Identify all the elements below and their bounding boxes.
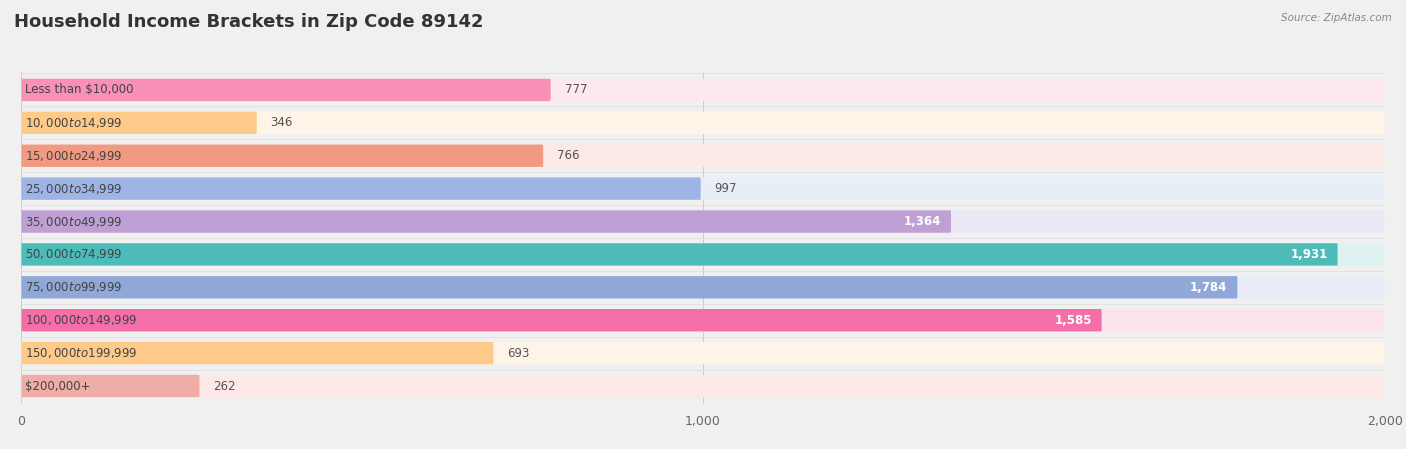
Text: Household Income Brackets in Zip Code 89142: Household Income Brackets in Zip Code 89… bbox=[14, 13, 484, 31]
Text: $35,000 to $49,999: $35,000 to $49,999 bbox=[25, 215, 122, 229]
FancyBboxPatch shape bbox=[21, 177, 700, 200]
Text: 766: 766 bbox=[557, 149, 579, 162]
FancyBboxPatch shape bbox=[21, 375, 200, 397]
Text: Less than $10,000: Less than $10,000 bbox=[25, 84, 134, 97]
Text: $50,000 to $74,999: $50,000 to $74,999 bbox=[25, 247, 122, 261]
Text: 777: 777 bbox=[565, 84, 588, 97]
FancyBboxPatch shape bbox=[21, 276, 1237, 299]
Text: 1,931: 1,931 bbox=[1291, 248, 1327, 261]
Text: $25,000 to $34,999: $25,000 to $34,999 bbox=[25, 182, 122, 196]
Text: $10,000 to $14,999: $10,000 to $14,999 bbox=[25, 116, 122, 130]
FancyBboxPatch shape bbox=[21, 210, 950, 233]
FancyBboxPatch shape bbox=[21, 79, 1385, 101]
Text: 1,784: 1,784 bbox=[1189, 281, 1227, 294]
Text: $200,000+: $200,000+ bbox=[25, 379, 90, 392]
Text: 693: 693 bbox=[508, 347, 530, 360]
FancyBboxPatch shape bbox=[21, 177, 1385, 200]
FancyBboxPatch shape bbox=[21, 79, 551, 101]
Text: $150,000 to $199,999: $150,000 to $199,999 bbox=[25, 346, 138, 360]
Text: 997: 997 bbox=[714, 182, 737, 195]
FancyBboxPatch shape bbox=[21, 243, 1385, 266]
FancyBboxPatch shape bbox=[21, 112, 257, 134]
FancyBboxPatch shape bbox=[21, 276, 1385, 299]
FancyBboxPatch shape bbox=[21, 342, 1385, 364]
Text: 262: 262 bbox=[214, 379, 236, 392]
Text: $15,000 to $24,999: $15,000 to $24,999 bbox=[25, 149, 122, 163]
FancyBboxPatch shape bbox=[21, 309, 1102, 331]
FancyBboxPatch shape bbox=[21, 342, 494, 364]
FancyBboxPatch shape bbox=[21, 375, 1385, 397]
Text: 346: 346 bbox=[271, 116, 292, 129]
Text: 1,364: 1,364 bbox=[904, 215, 941, 228]
Text: $75,000 to $99,999: $75,000 to $99,999 bbox=[25, 280, 122, 294]
FancyBboxPatch shape bbox=[21, 309, 1385, 331]
Text: $100,000 to $149,999: $100,000 to $149,999 bbox=[25, 313, 138, 327]
FancyBboxPatch shape bbox=[21, 145, 543, 167]
FancyBboxPatch shape bbox=[21, 145, 1385, 167]
FancyBboxPatch shape bbox=[21, 243, 1337, 266]
FancyBboxPatch shape bbox=[21, 210, 1385, 233]
Text: Source: ZipAtlas.com: Source: ZipAtlas.com bbox=[1281, 13, 1392, 23]
Text: 1,585: 1,585 bbox=[1054, 314, 1091, 327]
FancyBboxPatch shape bbox=[21, 112, 1385, 134]
